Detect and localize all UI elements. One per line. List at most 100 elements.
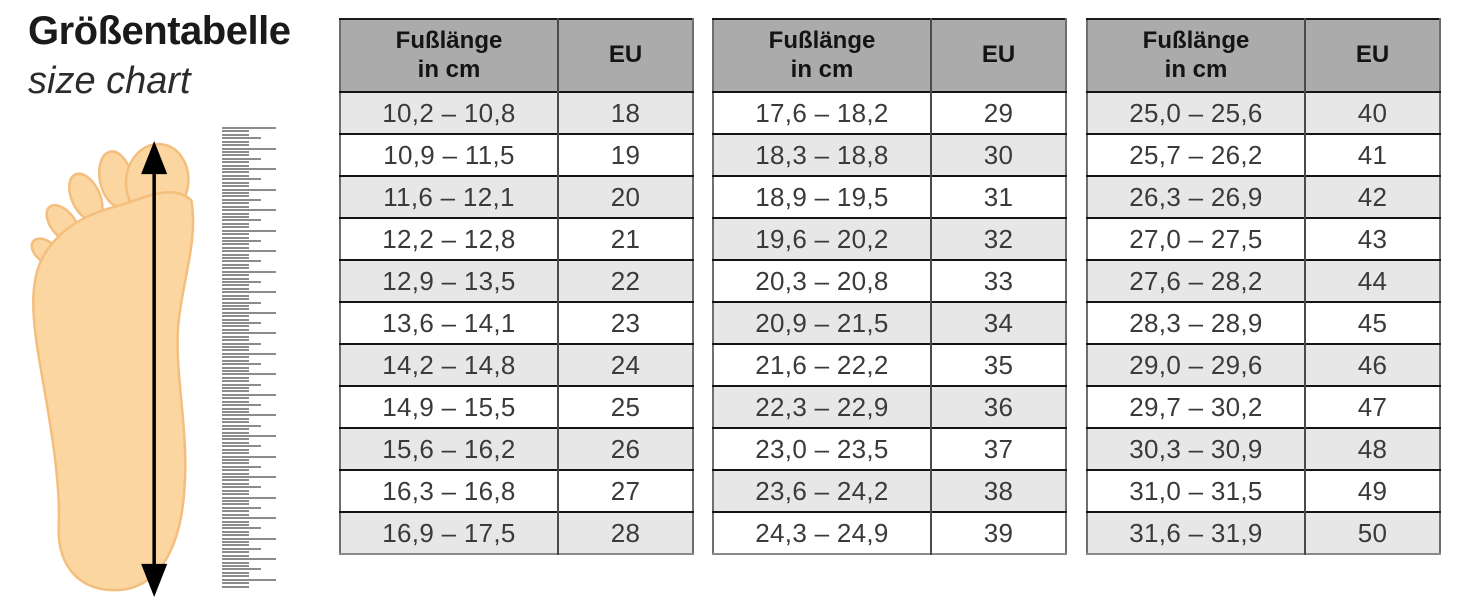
- column-header-eu: EU: [557, 19, 693, 92]
- size-row: 25,7 – 26,2 41: [1087, 133, 1440, 176]
- ruler-tick: [222, 431, 249, 434]
- ruler-tick: [222, 202, 249, 205]
- eu-size: 21: [557, 217, 693, 260]
- ruler-tick: [222, 229, 276, 232]
- ruler-tick: [222, 565, 249, 567]
- size-row: 16,9 – 17,5 28: [340, 511, 693, 554]
- ruler-tick: [222, 499, 249, 502]
- ruler-tick: [222, 383, 261, 386]
- ruler-tick: [222, 181, 249, 184]
- size-row: 25,0 – 25,6 40: [1087, 91, 1440, 134]
- ruler-tick: [222, 387, 249, 390]
- column-header-eu: EU: [1304, 19, 1440, 92]
- foot-length-range: 31,0 – 31,5: [1087, 469, 1305, 512]
- ruler-tick: [222, 332, 276, 335]
- eu-size: 35: [930, 343, 1066, 386]
- ruler-tick: [222, 390, 249, 393]
- size-table-children: Fußlänge in cm EU 10,2 – 10,8 18 10,9 – 11…: [339, 18, 694, 555]
- foot-length-range: 27,0 – 27,5: [1087, 217, 1305, 260]
- eu-size: 50: [1304, 511, 1440, 554]
- ruler-tick: [222, 496, 276, 499]
- ruler-tick: [222, 520, 249, 523]
- ruler-illustration: [222, 127, 276, 590]
- ruler-tick: [222, 544, 249, 547]
- size-row: 19,6 – 20,2 32: [713, 217, 1066, 260]
- ruler-tick: [222, 233, 249, 236]
- eu-size: 43: [1304, 217, 1440, 260]
- size-row: 27,0 – 27,5 43: [1087, 217, 1440, 260]
- ruler-tick: [222, 400, 249, 403]
- ruler-tick: [222, 267, 249, 270]
- ruler-tick: [222, 137, 261, 140]
- column-header-foot-length-line1: Fußlänge: [395, 26, 503, 54]
- size-row: 20,3 – 20,8 33: [713, 259, 1066, 302]
- ruler-tick: [222, 530, 249, 533]
- foot-length-range: 18,3 – 18,8: [713, 133, 931, 176]
- eu-size: 25: [557, 385, 693, 428]
- size-row: 10,9 – 11,5 19: [340, 133, 693, 176]
- ruler-tick: [222, 578, 276, 581]
- size-row: 23,6 – 24,2 38: [713, 469, 1066, 512]
- foot-length-range: 21,6 – 22,2: [713, 343, 931, 386]
- eu-size: 22: [557, 259, 693, 302]
- ruler-tick: [222, 571, 249, 574]
- ruler-tick: [222, 523, 249, 526]
- eu-size: 47: [1304, 385, 1440, 428]
- foot-length-range: 29,7 – 30,2: [1087, 385, 1305, 428]
- ruler-tick: [222, 476, 276, 479]
- column-header-foot-length-line2: in cm: [1164, 55, 1228, 83]
- ruler-tick: [222, 561, 249, 564]
- foot-length-range: 23,6 – 24,2: [713, 469, 931, 512]
- size-table-body-2: 17,6 – 18,2 29 18,3 – 18,8 30 18,9 – 19,5 31 1…: [713, 91, 1066, 554]
- ruler-tick: [222, 174, 249, 177]
- ruler-tick: [222, 270, 276, 273]
- ruler-tick: [222, 308, 249, 311]
- eu-size: 37: [930, 427, 1066, 470]
- eu-size: 41: [1304, 133, 1440, 176]
- ruler-tick: [222, 188, 276, 191]
- eu-size: 39: [930, 511, 1066, 554]
- ruler-tick: [222, 527, 261, 530]
- size-row: 30,3 – 30,9 48: [1087, 427, 1440, 470]
- ruler-tick: [222, 397, 249, 400]
- ruler-tick: [222, 469, 249, 472]
- size-row: 22,3 – 22,9 36: [713, 385, 1066, 428]
- ruler-tick: [222, 585, 249, 588]
- eu-size: 42: [1304, 175, 1440, 218]
- ruler-tick: [222, 537, 276, 540]
- ruler-tick: [222, 144, 249, 147]
- eu-size: 40: [1304, 91, 1440, 134]
- eu-size: 23: [557, 301, 693, 344]
- size-row: 20,9 – 21,5 34: [713, 301, 1066, 344]
- eu-size: 44: [1304, 259, 1440, 302]
- eu-size: 24: [557, 343, 693, 386]
- foot-length-range: 18,9 – 19,5: [713, 175, 931, 218]
- table-header-row: Fußlänge in cm EU: [713, 19, 1066, 92]
- ruler-tick: [222, 411, 249, 414]
- ruler-tick: [222, 277, 249, 280]
- size-table-body-3: 25,0 – 25,6 40 25,7 – 26,2 41 26,3 – 26,9 42 2…: [1087, 91, 1440, 554]
- eu-size: 45: [1304, 301, 1440, 344]
- column-header-eu: EU: [930, 19, 1066, 92]
- ruler-tick: [222, 434, 276, 437]
- ruler-tick: [222, 161, 249, 164]
- size-row: 21,6 – 22,2 35: [713, 343, 1066, 386]
- foot-length-range: 24,3 – 24,9: [713, 511, 931, 554]
- ruler-tick: [222, 198, 261, 201]
- size-row: 10,2 – 10,8 18: [340, 91, 693, 134]
- ruler-tick: [222, 294, 249, 297]
- ruler-tick: [222, 428, 249, 431]
- size-row: 28,3 – 28,9 45: [1087, 301, 1440, 344]
- foot-length-range: 22,3 – 22,9: [713, 385, 931, 428]
- ruler-tick: [222, 455, 276, 458]
- eu-size: 48: [1304, 427, 1440, 470]
- ruler-tick: [222, 257, 249, 260]
- table-header-row: Fußlänge in cm EU: [1087, 19, 1440, 92]
- ruler-tick: [222, 356, 249, 359]
- foot-length-range: 10,9 – 11,5: [340, 133, 558, 176]
- eu-size: 29: [930, 91, 1066, 134]
- ruler-tick: [222, 482, 249, 485]
- ruler-tick: [222, 222, 249, 225]
- size-table-body-1: 10,2 – 10,8 18 10,9 – 11,5 19 11,6 – 12,1 20 1…: [340, 91, 693, 554]
- ruler-tick: [222, 346, 249, 348]
